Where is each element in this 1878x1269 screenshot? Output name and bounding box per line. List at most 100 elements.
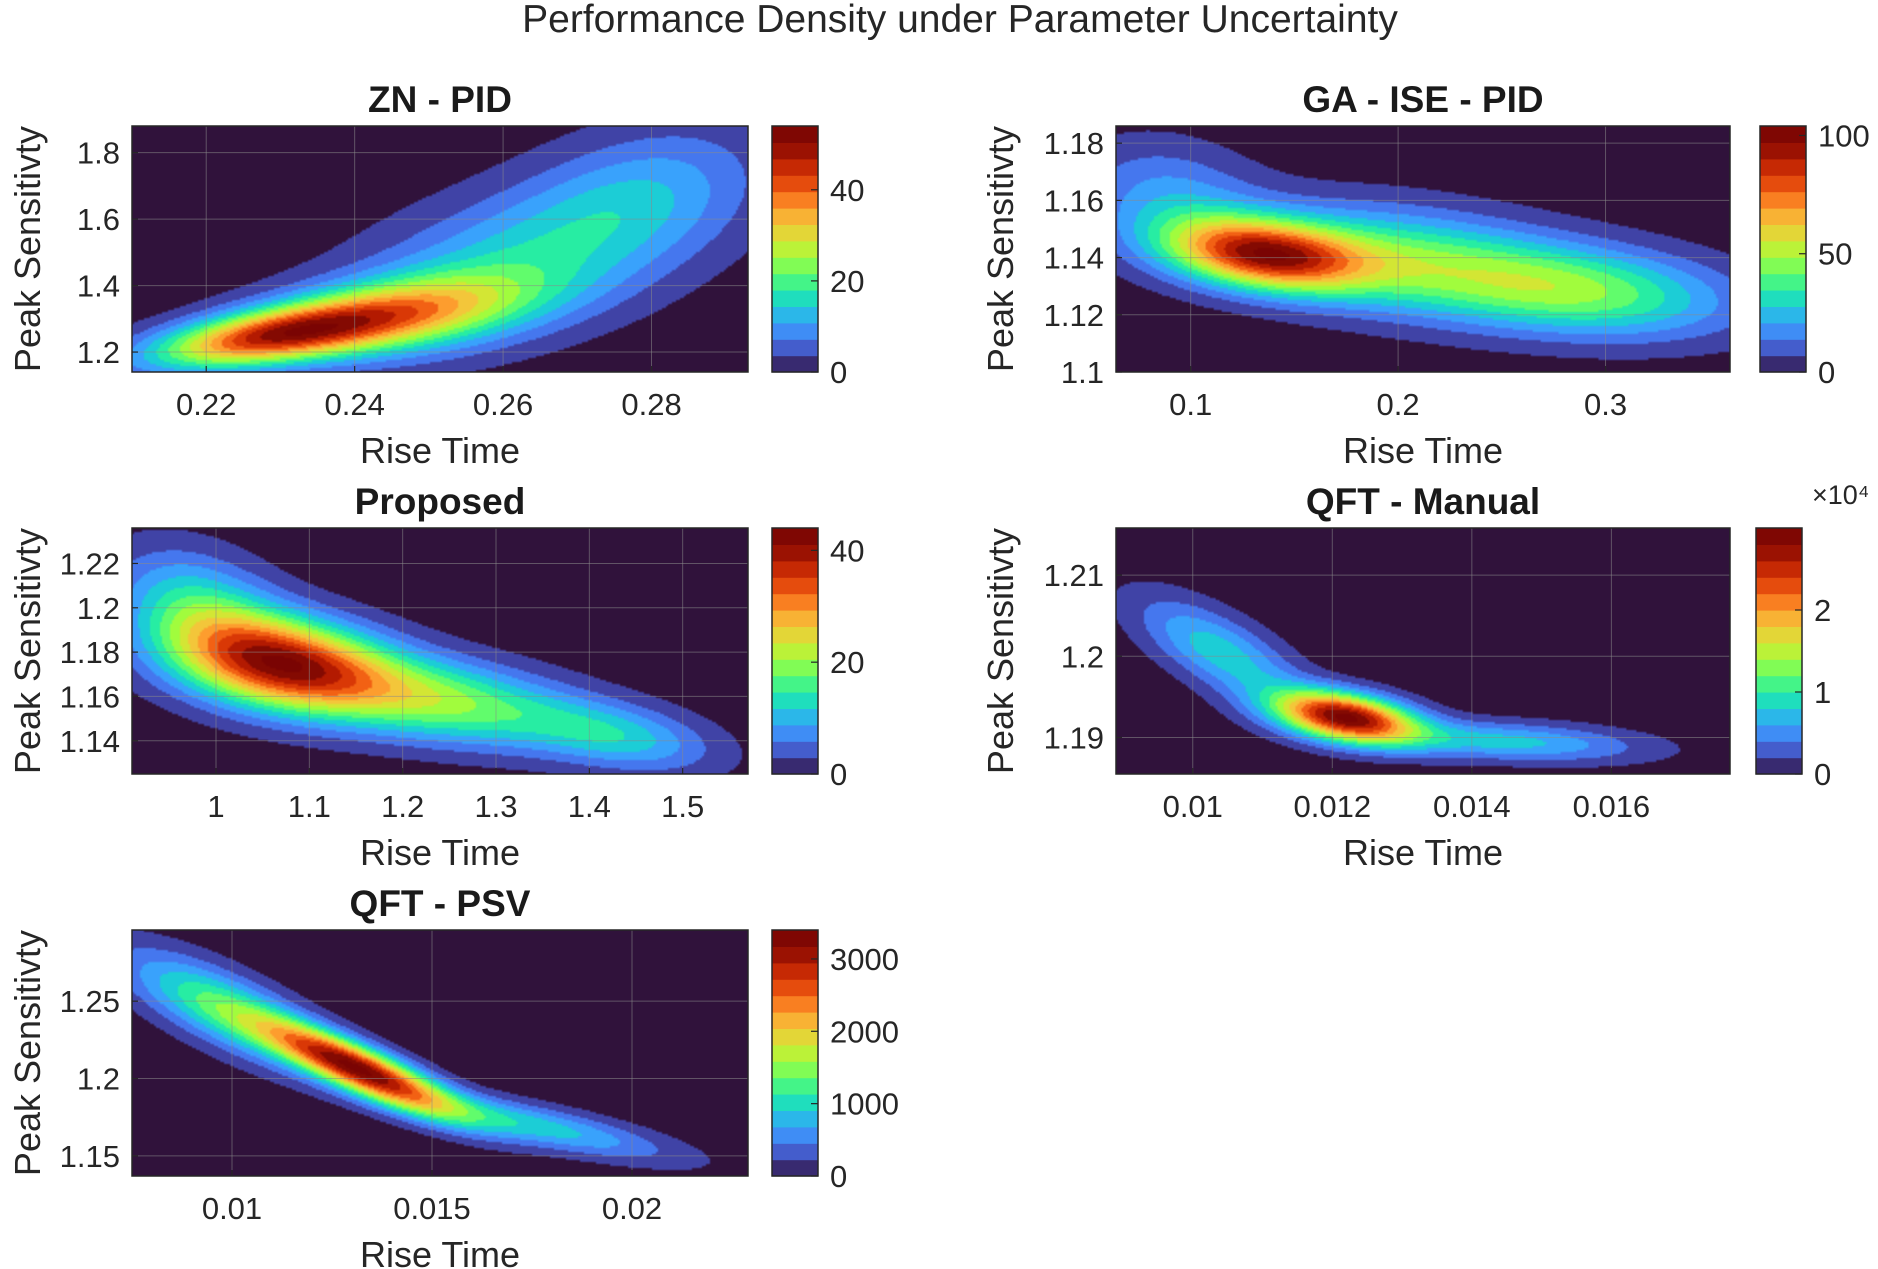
x-tick-label: 0.3 [1584, 387, 1627, 422]
colorbar-level [1756, 593, 1802, 611]
y-tick-label: 1.14 [1044, 241, 1104, 276]
colorbar-level [772, 1159, 818, 1177]
subplot-title: ZN - PID [368, 79, 512, 120]
colorbar-level [772, 610, 818, 627]
colorbar-level [1756, 528, 1802, 545]
subplot-title: QFT - Manual [1306, 481, 1540, 522]
colorbar-tick-label: 1000 [830, 1087, 899, 1122]
x-axis-label: Rise Time [360, 430, 520, 471]
colorbar-level [772, 626, 818, 644]
colorbar-level [1756, 544, 1802, 562]
colorbar-level [772, 528, 818, 545]
colorbar-level [772, 995, 818, 1013]
colorbar-tick-label: 20 [830, 264, 864, 299]
colorbar-tick-label: 0 [830, 757, 847, 792]
colorbar-level [1756, 675, 1802, 693]
x-tick-label: 0.1 [1169, 387, 1212, 422]
colorbar-frame [771, 125, 819, 373]
colorbar-level [772, 692, 818, 709]
colorbar-level [772, 339, 818, 357]
colorbar-level [772, 1126, 818, 1144]
colorbar-exponent: ×10⁴ [1812, 480, 1869, 510]
colorbar-frame [1759, 125, 1807, 373]
y-tick-label: 1.21 [1044, 558, 1104, 593]
colorbar-tick-label: 1 [1814, 675, 1831, 710]
x-tick-label: 0.26 [473, 387, 533, 422]
colorbar-level [772, 708, 818, 726]
colorbar-tick-label: 0 [830, 355, 847, 390]
y-tick-label: 1.18 [1044, 126, 1104, 161]
colorbar: 0 50 100 [1759, 118, 1870, 390]
colorbar-level [772, 962, 818, 980]
density-contour-fill [1116, 126, 1730, 372]
colorbar-level [772, 355, 818, 373]
y-tick-label: 1.18 [60, 635, 120, 670]
colorbar-level [772, 240, 818, 258]
density-contour-fill [132, 930, 748, 1176]
y-tick-label: 1.12 [1044, 298, 1104, 333]
x-axis-label: Rise Time [1343, 832, 1503, 873]
y-tick-label: 1.19 [1044, 720, 1104, 755]
y-tick-label: 1.16 [1044, 183, 1104, 218]
colorbar-level [1756, 642, 1802, 660]
x-tick-label: 0.012 [1294, 789, 1372, 824]
colorbar: 0 20 40 [771, 527, 864, 792]
colorbar-tick-label: 0 [830, 1159, 847, 1194]
subplot-grid: 0.22 0.24 0.26 0.281.21.41.61.8ZN - PIDRise… [7, 79, 1870, 1269]
colorbar: 0 1 2 ×10⁴ [1755, 480, 1869, 792]
colorbar-level [1756, 560, 1802, 578]
colorbar-level [772, 126, 818, 143]
y-tick-label: 1.4 [77, 269, 120, 304]
x-tick-label: 1.1 [288, 789, 331, 824]
subplot-1: 0.22 0.24 0.26 0.28 1.2 1.4 1.6 1.8 ZN - PID Rise… [7, 79, 864, 471]
colorbar-level [772, 544, 818, 562]
colorbar-level [1756, 610, 1802, 627]
colorbar-level [772, 642, 818, 660]
colorbar-level [1756, 708, 1802, 726]
y-tick-label: 1.2 [77, 335, 120, 370]
colorbar-level [1756, 692, 1802, 709]
colorbar-level [1760, 224, 1806, 242]
colorbar-tick-label: 2 [1814, 593, 1831, 628]
subplot-title: GA - ISE - PID [1302, 79, 1543, 120]
y-tick-label: 1.6 [77, 202, 120, 237]
colorbar-level [1760, 126, 1806, 143]
y-axis-label: Peak Sensitivty [980, 126, 1021, 372]
colorbar-level [1760, 273, 1806, 291]
colorbar-level [1760, 208, 1806, 225]
axes-frame [1115, 527, 1731, 775]
colorbar-level [1760, 142, 1806, 160]
x-tick-label: 0.22 [176, 387, 236, 422]
colorbar-level [772, 1143, 818, 1161]
colorbar-level [772, 930, 818, 947]
colorbar-frame [771, 527, 819, 775]
colorbar-frame [771, 929, 819, 1177]
colorbar-level [772, 741, 818, 759]
x-axis-label: Rise Time [1343, 430, 1503, 471]
y-tick-label: 1.15 [60, 1139, 120, 1174]
colorbar-level [1760, 158, 1806, 176]
colorbar-level [772, 208, 818, 225]
subplot-title: Proposed [355, 481, 526, 522]
y-axis-label: Peak Sensitivty [7, 126, 48, 372]
y-axis-label: Peak Sensitivty [7, 930, 48, 1176]
colorbar-level [1760, 240, 1806, 258]
axes-frame [131, 125, 749, 373]
density-contour-fill [1116, 528, 1730, 774]
figure-title: Performance Density under Parameter Unce… [522, 0, 1398, 41]
colorbar-level [1760, 257, 1806, 275]
y-tick-label: 1.14 [60, 724, 120, 759]
x-tick-label: 0.02 [602, 1191, 662, 1226]
colorbar-level [772, 724, 818, 742]
colorbar: 0 1000 2000 3000 [771, 929, 899, 1194]
subplot-2: 0.1 0.2 0.3 1.1 1.12 1.14 1.16 1.18 GA - ISE - P… [980, 79, 1870, 471]
x-tick-label: 0.24 [324, 387, 384, 422]
colorbar-level [772, 1077, 818, 1095]
colorbar-level [1760, 306, 1806, 324]
subplot-4: 0.01 0.012 0.014 0.016 1.19 1.2 1.21 QFT - Manu… [980, 480, 1869, 873]
colorbar-level [772, 1110, 818, 1128]
colorbar-level [1760, 355, 1806, 373]
x-tick-label: 0.2 [1377, 387, 1420, 422]
y-tick-label: 1.2 [77, 591, 120, 626]
